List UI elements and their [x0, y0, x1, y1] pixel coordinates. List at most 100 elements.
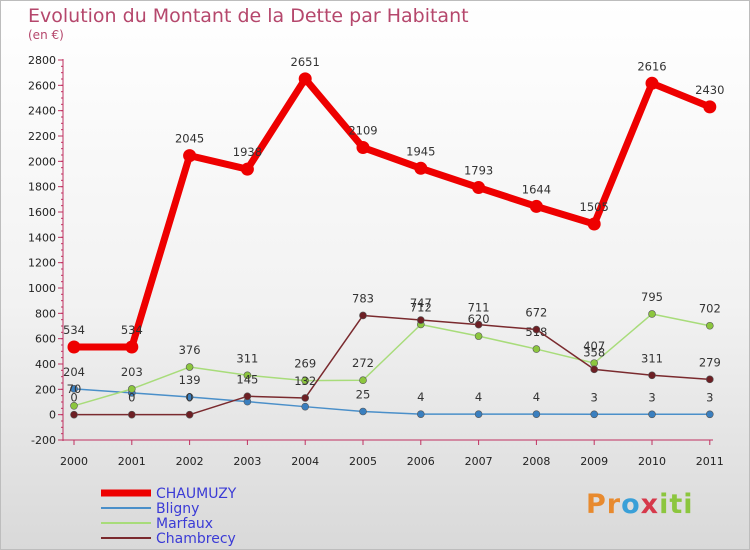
- data-point: [185, 393, 194, 401]
- data-label: 620: [468, 312, 490, 326]
- legend-label: Marfaux: [156, 516, 213, 532]
- data-label: 139: [179, 373, 201, 387]
- data-point: [590, 410, 599, 419]
- y-tick-label: 2600: [28, 79, 56, 92]
- data-label: 4: [475, 390, 482, 404]
- data-point: [359, 376, 367, 385]
- x-tick-label: 2002: [176, 455, 204, 468]
- y-tick-label: 0: [49, 409, 56, 422]
- data-label: 0: [128, 391, 135, 405]
- y-tick-label: 1600: [28, 206, 56, 219]
- data-point: [590, 365, 599, 374]
- data-point: [67, 340, 81, 354]
- data-point: [243, 392, 252, 401]
- data-point: [70, 401, 78, 410]
- legend-label: Chambrecy: [156, 531, 236, 547]
- data-point: [240, 162, 254, 176]
- data-point: [705, 321, 714, 330]
- data-point: [648, 310, 656, 318]
- chart-unit: (en €): [28, 28, 64, 42]
- y-tick-label: 2800: [28, 54, 56, 67]
- y-tick-label: 2400: [28, 105, 56, 118]
- data-point: [474, 320, 483, 329]
- y-tick-label: 1200: [28, 257, 56, 270]
- data-label: 3: [706, 390, 713, 404]
- data-point: [125, 340, 139, 354]
- chart-title: Evolution du Montant de la Dette par Hab…: [28, 5, 469, 27]
- data-point: [359, 311, 367, 320]
- data-label: 272: [352, 356, 374, 370]
- y-tick-label: 2200: [28, 130, 56, 143]
- data-label: 204: [63, 365, 85, 379]
- data-label: 279: [699, 355, 721, 369]
- proxiti-logo: Proxiti: [586, 489, 694, 520]
- data-label: 2109: [348, 124, 377, 138]
- data-label: 747: [410, 296, 432, 310]
- data-label: 2651: [291, 55, 320, 69]
- data-label: 358: [583, 345, 605, 359]
- data-label: 1938: [233, 145, 262, 159]
- data-point: [645, 76, 659, 90]
- x-tick-label: 2006: [407, 455, 435, 468]
- data-point: [705, 375, 714, 384]
- data-point: [301, 394, 310, 402]
- data-point: [416, 410, 425, 418]
- data-point: [185, 410, 194, 419]
- data-label: 2616: [637, 59, 666, 73]
- data-point: [298, 72, 312, 86]
- data-point: [128, 385, 136, 393]
- x-tick-label: 2004: [291, 455, 319, 468]
- x-tick-label: 2003: [233, 455, 261, 468]
- data-label: 407: [583, 339, 605, 353]
- y-tick-label: 1000: [28, 282, 56, 295]
- data-label: 70: [67, 382, 82, 396]
- y-tick-label: 800: [35, 307, 56, 320]
- data-label: 534: [121, 323, 143, 337]
- data-point: [587, 217, 601, 231]
- y-tick-label: 1800: [28, 181, 56, 194]
- data-point: [128, 410, 136, 419]
- data-point: [705, 410, 714, 419]
- x-tick-label: 2005: [349, 455, 377, 468]
- data-point: [243, 371, 252, 380]
- y-tick-label: 2000: [28, 155, 56, 168]
- data-label: 25: [356, 388, 371, 402]
- x-tick-label: 2007: [465, 455, 493, 468]
- x-tick-label: 2000: [60, 455, 88, 468]
- data-point: [703, 100, 717, 114]
- x-tick-label: 2010: [638, 455, 666, 468]
- y-tick-label: 200: [35, 383, 56, 396]
- data-point: [648, 371, 656, 380]
- data-point: [472, 181, 486, 195]
- data-label: 311: [236, 351, 258, 365]
- data-point: [474, 410, 483, 418]
- data-label: 132: [294, 374, 316, 388]
- data-point: [474, 332, 483, 340]
- data-point: [532, 410, 541, 418]
- series-line-marfaux: [73, 313, 711, 407]
- data-label: 1793: [464, 164, 493, 178]
- series-line-chaumuzy: [70, 75, 714, 351]
- x-tick-label: 2009: [580, 455, 608, 468]
- data-label: 712: [410, 300, 432, 314]
- data-label: 1644: [522, 182, 551, 196]
- x-tick-label: 2008: [522, 455, 550, 468]
- data-label: 2430: [695, 83, 724, 97]
- data-label: 2045: [175, 132, 204, 146]
- data-label: 0: [70, 391, 77, 405]
- x-tick-label: 2001: [118, 455, 146, 468]
- data-point: [183, 149, 197, 163]
- series-line-chambrecy: [73, 314, 711, 416]
- data-label: 795: [641, 290, 663, 304]
- data-label: 269: [294, 357, 316, 371]
- data-label: 1945: [406, 144, 435, 158]
- data-label: 711: [468, 301, 490, 315]
- data-point: [301, 402, 310, 411]
- data-point: [356, 141, 370, 155]
- data-point: [301, 376, 310, 385]
- data-label: 376: [179, 343, 201, 357]
- data-point: [532, 345, 541, 353]
- data-label: 1505: [580, 200, 609, 214]
